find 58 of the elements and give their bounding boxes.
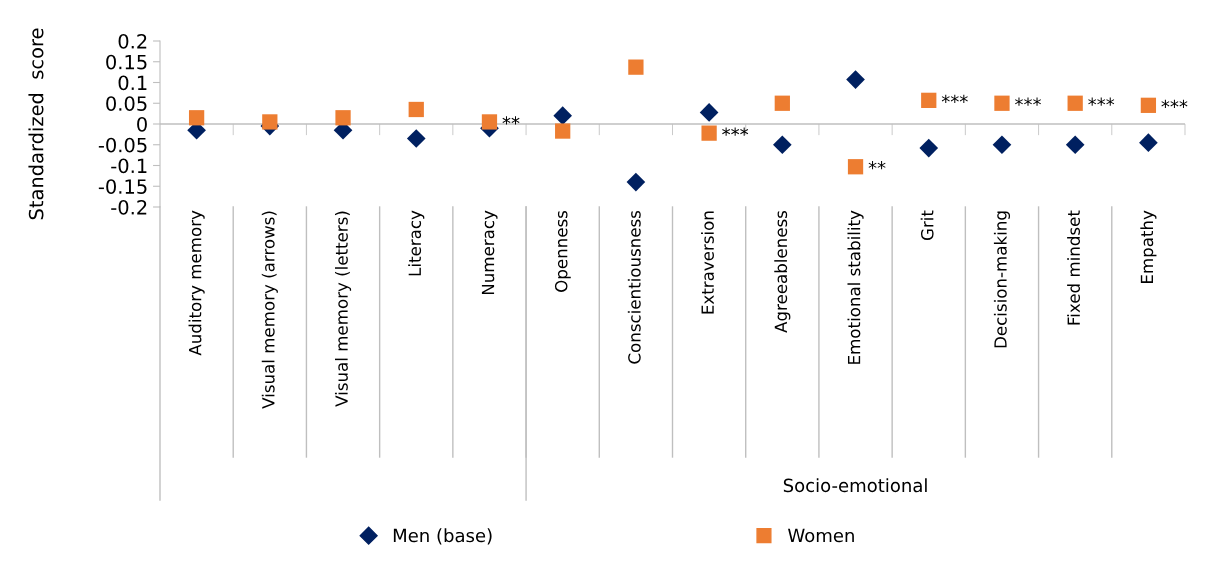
x-tick-label: Literacy [408,210,425,276]
x-tick-label: Agreeableness [774,210,791,333]
y-tick-label: -0.1 [111,158,147,174]
point [262,114,278,130]
x-tick-label: Conscientiousness [627,210,641,364]
point [774,95,790,111]
x-tick-label: Decision-making [993,211,1011,348]
x-tick-label: Fixed mindset [1067,210,1081,325]
point [1067,95,1083,111]
annotation: *** [722,127,749,136]
point [847,159,864,175]
y-tick-label: -0.15 [98,179,147,194]
point [555,123,571,139]
point [335,110,351,126]
point [188,110,205,126]
point [626,172,646,192]
x-tick-label: Empathy [1140,210,1157,283]
point [408,101,424,118]
x-tick-label: Numeracy [481,210,498,295]
y-tick-label: 0.15 [106,54,147,70]
x-tick-label: Visual memory (letters) [334,211,352,407]
point [992,135,1012,155]
annotation: *** [1161,99,1188,108]
y-tick-label: -0.05 [98,137,147,153]
x-tick-label: Extraversion [701,211,714,314]
y-tick-label: -0.2 [111,199,147,215]
y-tick-label: 0 [137,116,147,132]
legend-label: Men (base) [393,528,492,545]
y-tick-label: 0.2 [118,33,147,49]
text: Socio-emotional [783,478,927,493]
point [994,95,1010,111]
annotation: *** [1015,97,1042,106]
x-tick-label: Emotional stability [847,210,864,364]
point [846,70,865,89]
x-tick-label: Visual memory (arrows) [261,211,278,409]
point [772,135,792,155]
point [553,106,573,126]
y-tick-label: 0.1 [118,75,147,91]
annotation: *** [941,94,968,103]
point [1065,135,1085,155]
x-tick-label: Auditory memory [188,210,205,356]
y-tick-label: 0.05 [106,96,147,111]
point [481,114,498,130]
point [921,92,937,108]
point [1139,133,1158,152]
point [406,129,426,148]
annotation: *** [1088,97,1115,106]
x-tick-label: Grit [920,210,934,241]
point [1140,97,1157,113]
x-tick-label: Openness [554,210,571,292]
point [701,125,717,141]
annotation: ** [502,116,520,125]
point [919,138,939,158]
y-axis-title: Standardized score [28,28,44,220]
point [699,103,719,122]
point [628,59,644,75]
legend-label: Women [788,528,854,543]
annotation: ** [868,161,886,170]
